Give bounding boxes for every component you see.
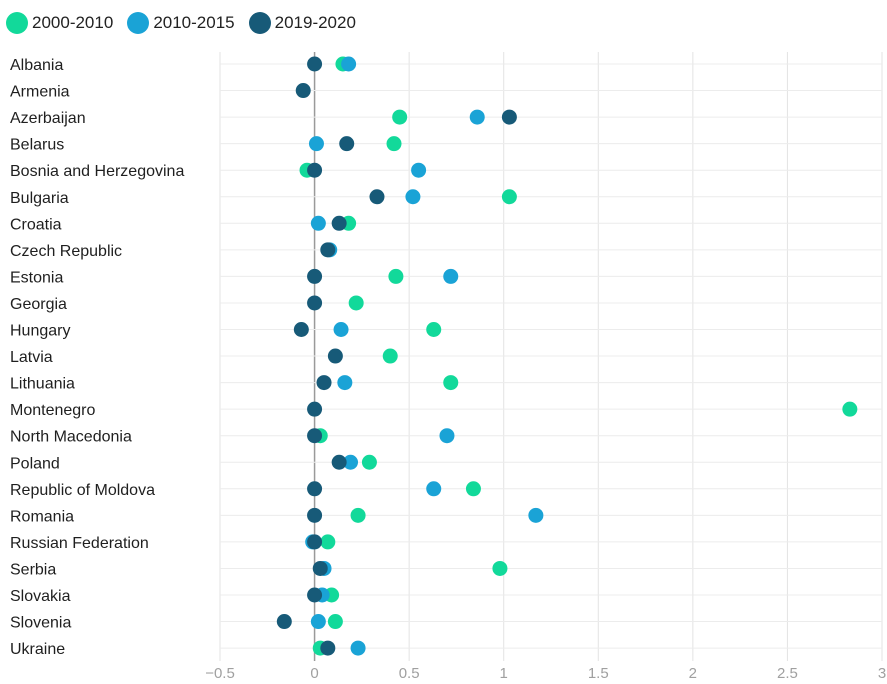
data-point-2019-2020: Latvia (2019-2020): 0.11	[327, 348, 343, 364]
data-point-2010-2015: North Macedonia (2010-2015): 0.7	[439, 428, 455, 444]
data-point-2019-2020: Estonia (2019-2020): 0	[307, 268, 323, 284]
x-tick-label: 1.5	[588, 665, 609, 682]
chart-legend: 2000-2010 2010-2015 2019-2020	[6, 10, 370, 36]
data-point-2010-2015: Poland (2010-2015): 0.19	[343, 454, 359, 470]
data-point-2010-2015: Romania (2010-2015): 1.17	[528, 507, 544, 523]
data-point-2019-2020: Lithuania (2019-2020): 0.05	[316, 375, 332, 391]
legend-label: 2010-2015	[153, 13, 235, 32]
data-point-2019-2020: Czech Republic (2019-2020): 0.07	[320, 242, 336, 258]
category-label: Hungary	[10, 323, 70, 340]
category-label: Estonia	[10, 269, 63, 286]
category-label: Croatia	[10, 216, 62, 233]
data-point-2000-2010: Bulgaria (2000-2010): 1.03	[501, 189, 517, 205]
category-label: Armenia	[10, 84, 70, 101]
category-label: Montenegro	[10, 402, 95, 419]
data-point-2019-2020: Romania (2019-2020): 0	[307, 507, 323, 523]
data-point-2010-2015: Albania (2010-2015): 0.18	[341, 56, 357, 72]
data-point-2010-2015: Bosnia and Herzegovina (2010-2015): 0.55	[411, 162, 427, 178]
category-label: Russian Federation	[10, 535, 149, 552]
x-tick-label: 0	[310, 665, 318, 682]
data-point-2000-2010: Serbia (2000-2010): 0.98	[492, 560, 508, 576]
category-label: Latvia	[10, 349, 53, 366]
data-point-2010-2015: Estonia (2010-2015): 0.72	[443, 268, 459, 284]
data-point-2000-2010: Latvia (2000-2010): 0.4	[382, 348, 398, 364]
data-point-2010-2015: Republic of Moldova (2010-2015): 0.63	[426, 481, 442, 497]
data-point-2019-2020: Slovenia (2019-2020): -0.16	[276, 614, 292, 630]
data-point-2000-2010: Estonia (2000-2010): 0.43	[388, 268, 404, 284]
legend-swatch	[127, 12, 150, 34]
data-point-2019-2020: Georgia (2019-2020): 0	[307, 295, 323, 311]
category-label: Slovenia	[10, 615, 71, 632]
legend-item-2000-2010[interactable]: 2000-2010	[6, 12, 113, 34]
data-point-2000-2010: Russian Federation (2000-2010): 0.07	[320, 534, 336, 550]
data-point-2000-2010: Montenegro (2000-2010): 2.83	[842, 401, 858, 417]
category-label: Romania	[10, 508, 74, 525]
data-point-2019-2020: Republic of Moldova (2019-2020): 0	[307, 481, 323, 497]
category-label: Serbia	[10, 561, 56, 578]
data-point-2000-2010: Lithuania (2000-2010): 0.72	[443, 375, 459, 391]
data-point-2019-2020: Ukraine (2019-2020): 0.07	[320, 640, 336, 656]
x-tick-label: 2	[689, 665, 697, 682]
x-tick-label: 0.5	[399, 665, 420, 682]
category-label: Bosnia and Herzegovina	[10, 163, 184, 180]
x-tick-label: 2.5	[777, 665, 798, 682]
data-point-2000-2010: Belarus (2000-2010): 0.42	[386, 136, 402, 152]
data-point-2019-2020: Belarus (2019-2020): 0.17	[339, 136, 355, 152]
x-tick-label: 1	[500, 665, 508, 682]
data-point-2010-2015: Slovenia (2010-2015): 0.02	[310, 614, 326, 630]
data-point-2010-2015: Hungary (2010-2015): 0.14	[333, 322, 349, 337]
x-tick-label: −0.5	[205, 665, 235, 682]
data-point-2019-2020: Hungary (2019-2020): -0.07	[293, 322, 309, 337]
category-label: Poland	[10, 455, 60, 472]
category-label: Albania	[10, 57, 63, 74]
data-point-2019-2020: Montenegro (2019-2020): 0	[307, 401, 323, 417]
data-point-2019-2020: Russian Federation (2019-2020): 0	[307, 534, 323, 550]
data-point-2010-2015: Lithuania (2010-2015): 0.16	[337, 375, 353, 391]
category-label: Republic of Moldova	[10, 482, 155, 499]
x-tick-label: 3	[878, 665, 886, 682]
data-point-2000-2010: Hungary (2000-2010): 0.63	[426, 322, 442, 337]
legend-item-2019-2020[interactable]: 2019-2020	[248, 12, 356, 34]
category-label: Belarus	[10, 137, 64, 154]
data-point-2019-2020: Serbia (2019-2020): 0.03	[312, 560, 328, 576]
data-point-2010-2015: Bulgaria (2010-2015): 0.52	[405, 189, 421, 205]
data-point-2000-2010: Azerbaijan (2000-2010): 0.45	[392, 109, 408, 125]
category-label: Azerbaijan	[10, 110, 86, 127]
category-label: Ukraine	[10, 641, 65, 658]
legend-item-2010-2015[interactable]: 2010-2015	[127, 12, 235, 34]
category-label: Czech Republic	[10, 243, 122, 260]
data-point-2000-2010: Republic of Moldova (2000-2010): 0.84	[465, 481, 481, 497]
category-label: Bulgaria	[10, 190, 69, 207]
category-label: Lithuania	[10, 376, 75, 393]
data-point-2000-2010: Romania (2000-2010): 0.23	[350, 507, 366, 523]
category-label: Georgia	[10, 296, 67, 313]
data-point-2019-2020: Bulgaria (2019-2020): 0.33	[369, 189, 385, 205]
data-point-2010-2015: Belarus (2010-2015): 0.01	[308, 136, 324, 152]
category-label: North Macedonia	[10, 429, 132, 446]
data-point-2019-2020: Bosnia and Herzegovina (2019-2020): 0	[307, 162, 323, 178]
legend-label: 2000-2010	[32, 13, 114, 32]
legend-swatch	[6, 12, 28, 34]
category-label: Slovakia	[10, 588, 71, 605]
legend-swatch	[248, 12, 271, 34]
data-point-2019-2020: Armenia (2019-2020): -0.06	[295, 83, 311, 99]
data-point-2000-2010: Slovenia (2000-2010): 0.11	[327, 614, 343, 630]
data-point-2000-2010: Poland (2000-2010): 0.29	[361, 454, 377, 470]
data-point-2010-2015: Azerbaijan (2010-2015): 0.86	[469, 109, 485, 125]
legend-label: 2019-2020	[274, 13, 356, 32]
data-point-2000-2010: Georgia (2000-2010): 0.22	[348, 295, 364, 311]
data-point-2010-2015: Ukraine (2010-2015): 0.23	[350, 640, 366, 656]
data-point-2010-2015: Croatia (2010-2015): 0.02	[310, 215, 326, 231]
data-point-2019-2020: Azerbaijan (2019-2020): 1.03	[501, 109, 517, 125]
data-point-2019-2020: Croatia (2019-2020): 0.13	[331, 215, 347, 231]
data-point-2019-2020: Slovakia (2019-2020): 0	[307, 587, 323, 603]
data-point-2019-2020: Poland (2019-2020): 0.13	[331, 454, 347, 470]
data-point-2019-2020: Albania (2019-2020): 0	[307, 56, 323, 72]
data-point-2019-2020: North Macedonia (2019-2020): 0	[307, 428, 323, 444]
